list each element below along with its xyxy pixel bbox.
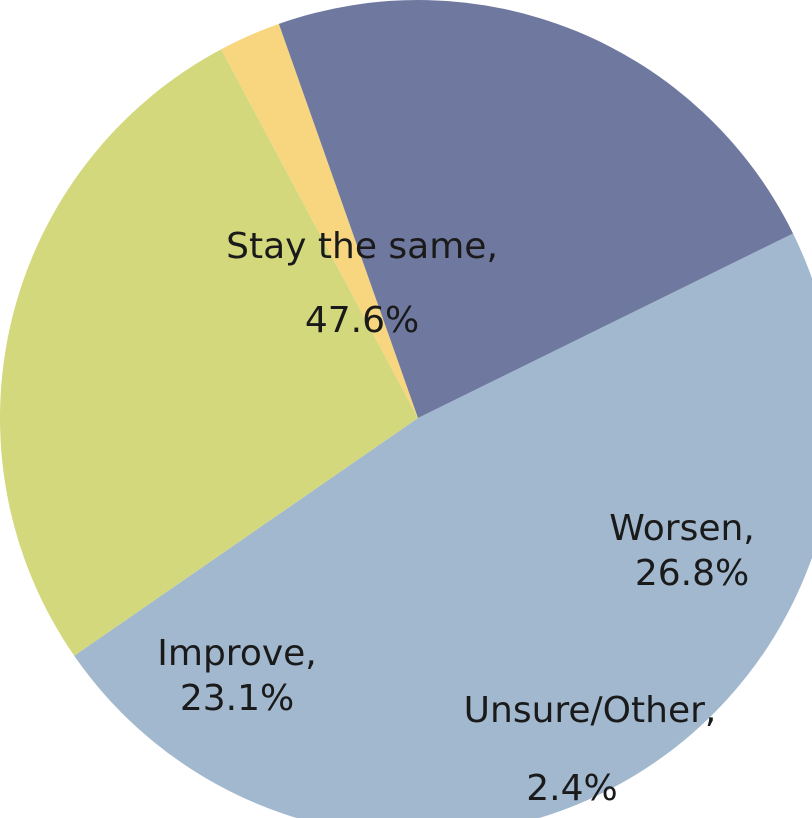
- pie-slice: [0, 49, 418, 656]
- slice-label: Unsure/Other,: [464, 690, 717, 731]
- slice-label: Improve,: [157, 633, 316, 674]
- pie-slice: [278, 0, 794, 418]
- slice-value: 2.4%: [526, 768, 617, 809]
- slice-value: 26.8%: [635, 553, 749, 594]
- slice-label: Stay the same,: [226, 226, 498, 267]
- slice-label: Worsen,: [609, 508, 754, 549]
- slice-value: 23.1%: [180, 678, 294, 719]
- pie-slice: [74, 233, 812, 818]
- slice-value: 47.6%: [305, 300, 419, 341]
- pie-slice: [221, 23, 418, 419]
